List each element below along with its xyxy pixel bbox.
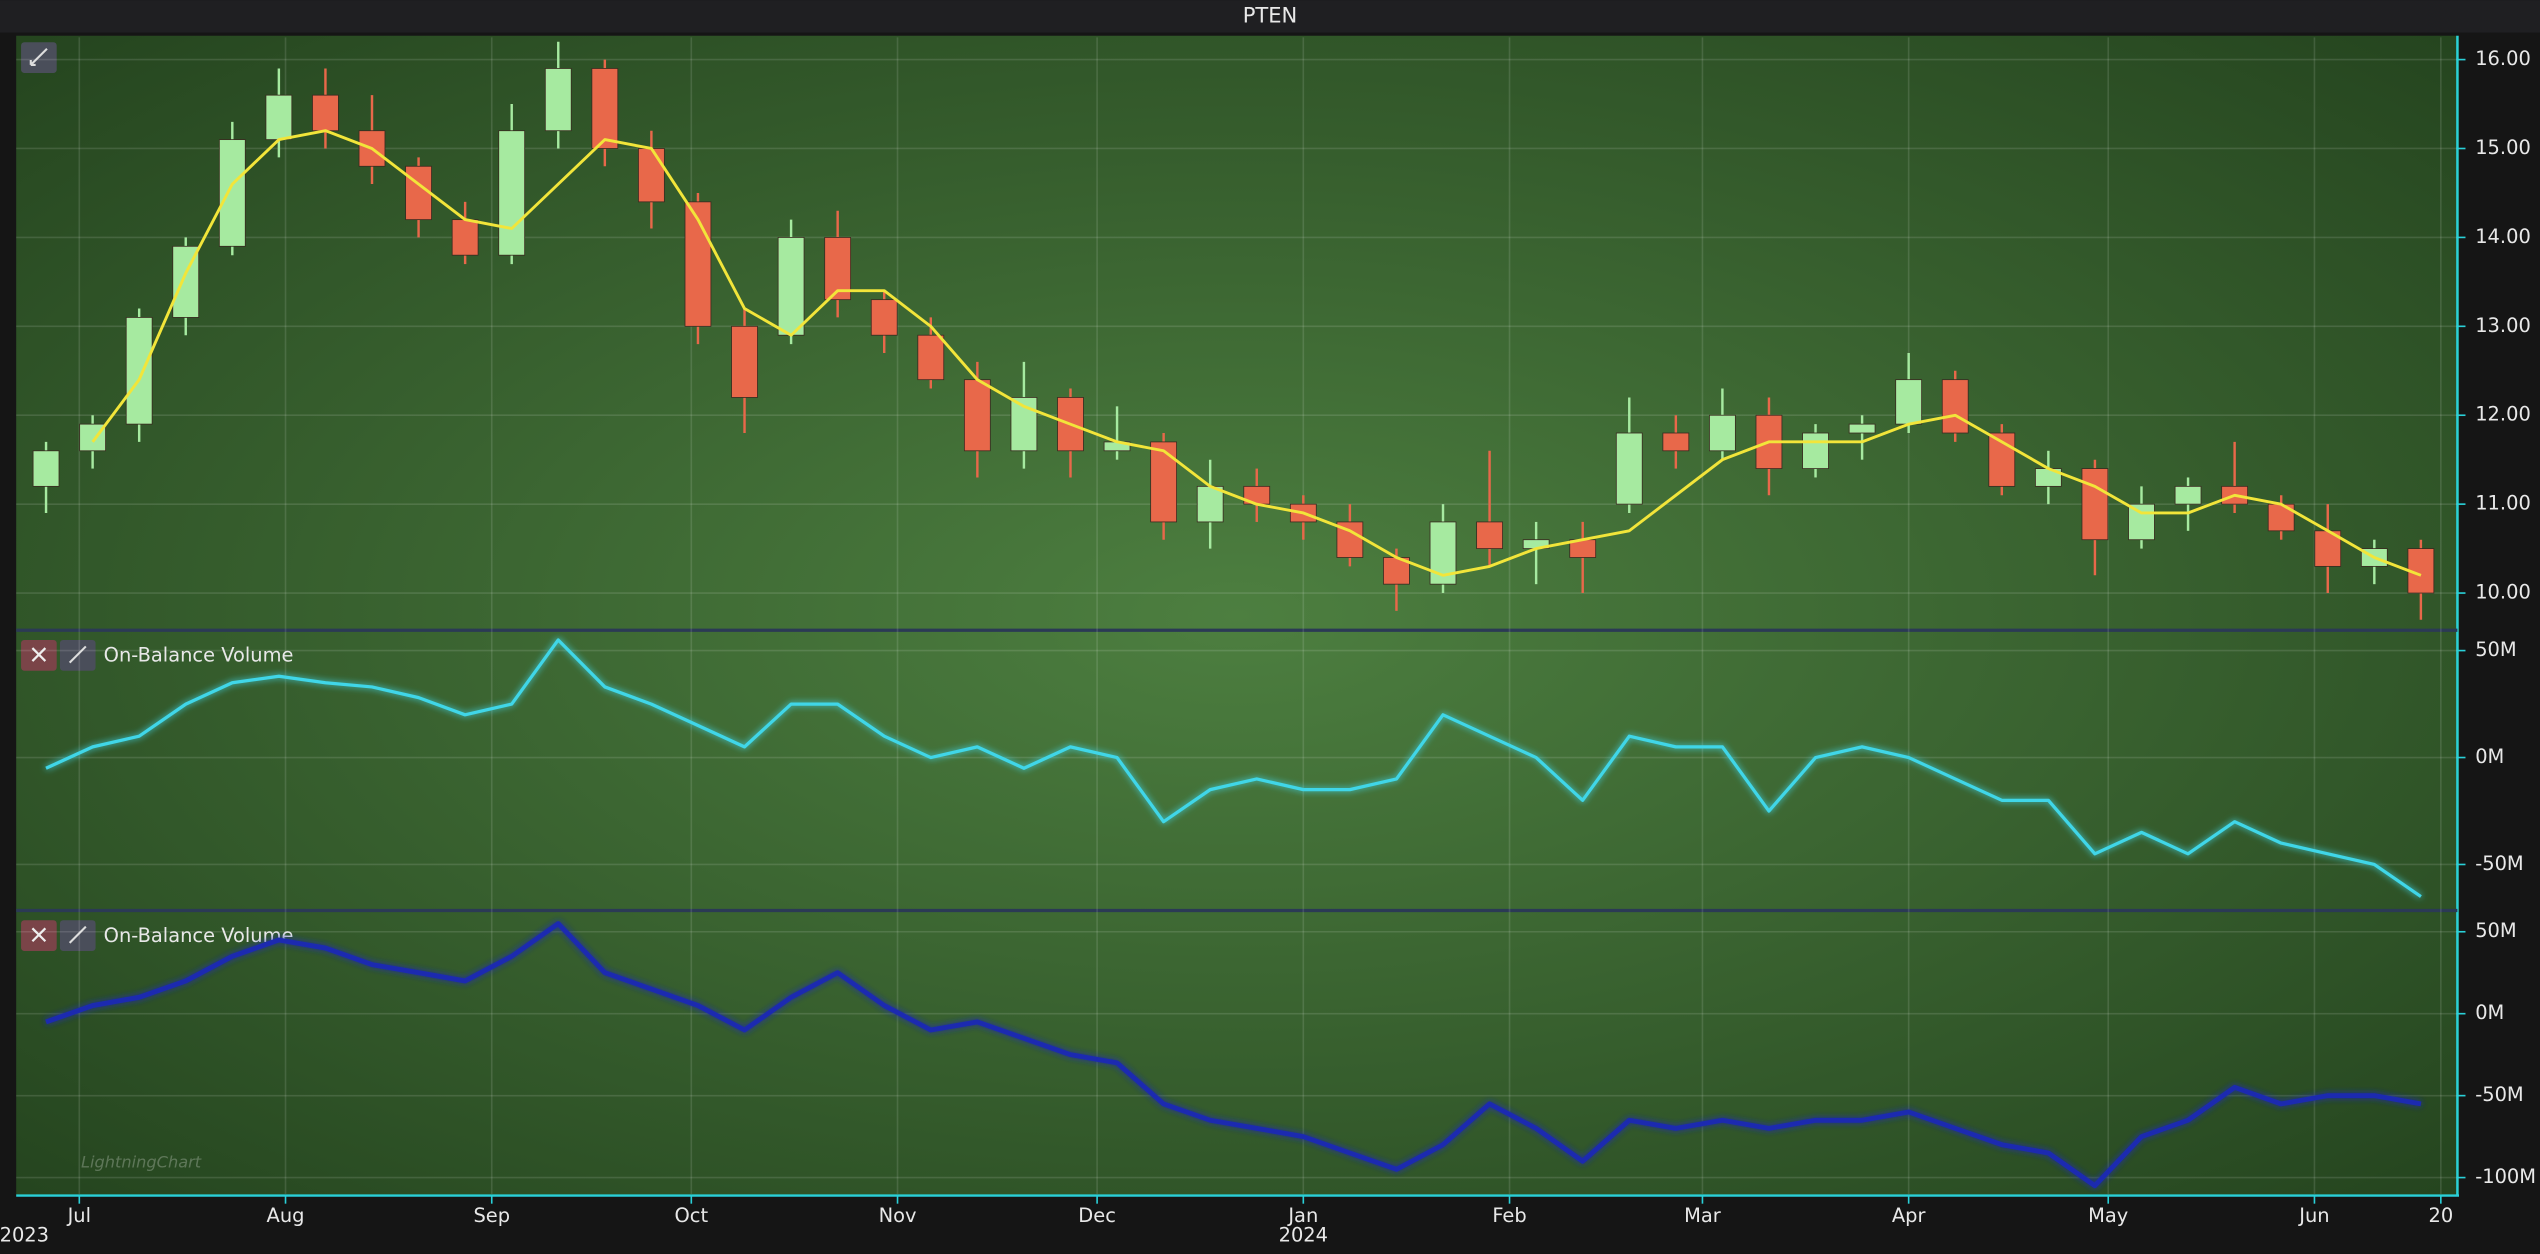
candle-body: [312, 94, 339, 132]
x-tick-label: Jun: [2298, 1204, 2329, 1227]
y-tick-label: 11.00: [2475, 492, 2531, 515]
edit-button[interactable]: [59, 639, 96, 671]
candle-body: [1848, 423, 1876, 434]
x-tick-label: Jul: [67, 1204, 91, 1227]
close-button[interactable]: [21, 920, 57, 951]
x-tick-label: Nov: [879, 1204, 917, 1227]
x-tick-label: Mar: [1684, 1204, 1721, 1227]
x-tick-label: Apr: [1892, 1204, 1926, 1227]
candle-body: [777, 237, 805, 336]
candle-body: [1615, 432, 1643, 505]
candle-body: [638, 148, 665, 203]
close-button[interactable]: [21, 639, 57, 671]
x-tick-label: Feb: [1492, 1204, 1526, 1227]
y-tick-label: 16.00: [2475, 47, 2531, 70]
edit-button[interactable]: [59, 920, 96, 951]
x-year-label: 2023: [0, 1224, 49, 1247]
candle-body: [498, 130, 526, 256]
pane-title: On-Balance Volume: [104, 644, 294, 667]
y-tick-label: 10.00: [2475, 581, 2531, 604]
candle-body: [963, 379, 991, 452]
candle-body: [1709, 414, 1736, 452]
candle-body: [731, 325, 758, 398]
candle-body: [2174, 485, 2202, 505]
plot-layer: Jul Aug Sep Oct Nov Dec Jan Feb Mar Apr May Jun 20 20…: [0, 37, 2536, 1247]
candle-body: [591, 68, 619, 149]
candle-body: [125, 317, 153, 425]
candle-body: [870, 299, 898, 336]
x-tick-label: Sep: [473, 1204, 510, 1227]
y-tick-label: 13.00: [2475, 314, 2531, 337]
x-tick-label: May: [2088, 1204, 2128, 1227]
y-tick-label: -50M: [2475, 852, 2523, 875]
x-tick-label: Aug: [267, 1204, 305, 1227]
y-tick-label: 0M: [2475, 1001, 2504, 1024]
plot-area: [16, 35, 2460, 1196]
y-tick-label: 50M: [2475, 919, 2516, 942]
y-tick-label: 15.00: [2475, 136, 2531, 159]
candle-body: [265, 94, 293, 141]
candle-body: [1895, 379, 1923, 425]
candle-body: [1662, 432, 1690, 452]
y-tick-label: 0M: [2475, 745, 2504, 768]
x-tick-label: 20: [2428, 1204, 2453, 1227]
pane-title: On-Balance Volume: [104, 924, 294, 947]
candle-body: [1196, 485, 1224, 523]
candle-body: [1476, 521, 1503, 550]
candle-body: [405, 165, 432, 221]
candle-body: [1941, 379, 1969, 434]
candle-body: [917, 334, 945, 381]
indicator-line: [45, 921, 2422, 1189]
x-tick-label: Oct: [675, 1204, 709, 1227]
moving-average-line: [91, 129, 2422, 577]
candle-body: [218, 139, 246, 247]
candle-body: [544, 68, 572, 132]
y-tick-label: 12.00: [2475, 403, 2531, 426]
candle-body: [451, 219, 479, 256]
y-tick-label: 50M: [2475, 638, 2516, 661]
title-bar: [0, 0, 2540, 33]
y-tick-label: -100M: [2475, 1165, 2536, 1188]
edit-button[interactable]: [21, 42, 57, 73]
candle-body: [32, 450, 60, 487]
candle-body: [1802, 432, 1829, 469]
chart-title: PTEN: [1243, 2, 1298, 27]
y-tick-label: 14.00: [2475, 225, 2531, 248]
y-tick-label: -50M: [2475, 1083, 2523, 1106]
x-year-label: 2024: [1279, 1224, 1328, 1247]
candle-body: [2081, 468, 2109, 541]
x-tick-label: Dec: [1078, 1204, 1116, 1227]
candle-body: [2128, 503, 2155, 541]
indicator-line: [45, 638, 2422, 898]
x-tick-label: Jan: [1287, 1204, 1318, 1227]
candle-body: [1150, 441, 1177, 523]
watermark: LightningChart: [81, 1153, 202, 1172]
